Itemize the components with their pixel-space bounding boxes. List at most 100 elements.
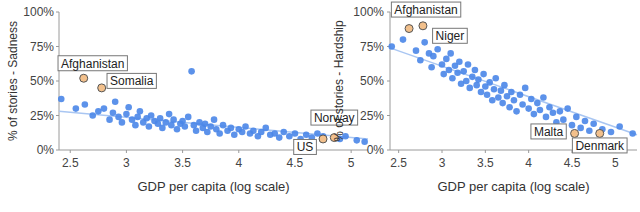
point (499, 100, 506, 107)
y-tick (387, 81, 390, 82)
point (465, 61, 472, 68)
point (590, 120, 597, 127)
point (400, 36, 407, 43)
point (506, 104, 513, 111)
point (531, 111, 538, 118)
point (112, 98, 119, 105)
point (137, 108, 144, 115)
point (250, 127, 257, 134)
point (125, 104, 132, 111)
x-tick-label: 4 (235, 156, 242, 170)
point (110, 109, 117, 116)
point (146, 123, 153, 130)
x-tick (182, 150, 183, 153)
x-tick-label: 2.5 (390, 156, 407, 170)
annotation-box (107, 73, 156, 88)
x-tick (442, 150, 443, 153)
trend-line (390, 48, 637, 135)
point (314, 130, 321, 137)
y-tick (387, 12, 390, 13)
x-tick (126, 150, 127, 153)
annotation-box (433, 28, 468, 43)
y-tick-label: 25% (30, 109, 54, 123)
point (303, 132, 310, 139)
point (193, 127, 200, 134)
x-axis-label: GDP per capita (log scale) (437, 179, 589, 194)
point (486, 79, 493, 86)
y-tick-label: 100% (23, 5, 54, 19)
point (162, 119, 169, 126)
point (220, 122, 227, 129)
y-tick (56, 46, 59, 47)
point (546, 104, 553, 111)
y-tick-label: 0% (367, 143, 385, 157)
annotation-label: Malta (534, 125, 564, 139)
point (560, 116, 567, 123)
annotation-box (294, 139, 317, 154)
point (106, 116, 113, 123)
x-tick (485, 150, 486, 153)
point (573, 114, 580, 121)
x-axis (59, 150, 368, 151)
point (616, 123, 623, 130)
point (170, 116, 177, 123)
point (207, 123, 214, 130)
point (557, 108, 564, 115)
point (202, 120, 209, 127)
point (132, 122, 139, 129)
point (182, 123, 189, 130)
point (564, 105, 571, 112)
x-tick (528, 150, 529, 153)
point (440, 71, 447, 78)
y-axis-label: % of stories - Sadness (6, 21, 20, 141)
highlight-point (596, 129, 604, 137)
annotation-label: Somalia (110, 74, 154, 88)
point (157, 115, 164, 122)
point (101, 105, 108, 112)
y-tick-label: 0% (37, 143, 55, 157)
point (185, 114, 192, 121)
point (525, 105, 532, 112)
point (428, 64, 435, 71)
point (608, 129, 615, 136)
highlight-point (98, 84, 106, 92)
point (475, 76, 482, 83)
point (421, 39, 428, 46)
point (58, 96, 65, 103)
point (159, 125, 166, 132)
point (188, 68, 195, 75)
point (449, 75, 456, 82)
point (148, 112, 155, 119)
point (466, 85, 473, 92)
point (501, 82, 508, 89)
point (480, 71, 487, 78)
annotation-label: Afghanistan (394, 3, 457, 17)
point (454, 69, 461, 76)
point (119, 119, 126, 126)
point (511, 97, 518, 104)
point (413, 47, 420, 54)
highlight-point (571, 129, 579, 137)
annotation-label: Denmark (575, 139, 625, 153)
point (95, 108, 102, 115)
y-tick-label: 25% (360, 109, 384, 123)
y-tick-label: 50% (360, 74, 384, 88)
y-tick (56, 115, 59, 116)
point (522, 85, 529, 92)
highlight-point (405, 25, 413, 33)
point (508, 89, 515, 96)
highlight-point (319, 135, 327, 143)
annotation-box (531, 124, 566, 139)
point (519, 101, 526, 108)
point (174, 126, 181, 133)
point (280, 129, 287, 136)
point (434, 46, 441, 53)
annotation-box (391, 2, 460, 17)
point (447, 50, 454, 57)
y-axis-label: % of stories - Hardship (332, 20, 346, 142)
y-tick (56, 150, 59, 151)
annotation-box (58, 56, 127, 71)
x-tick-label: 3.5 (174, 156, 191, 170)
x-tick-label: 3.5 (477, 156, 494, 170)
point (123, 111, 130, 118)
